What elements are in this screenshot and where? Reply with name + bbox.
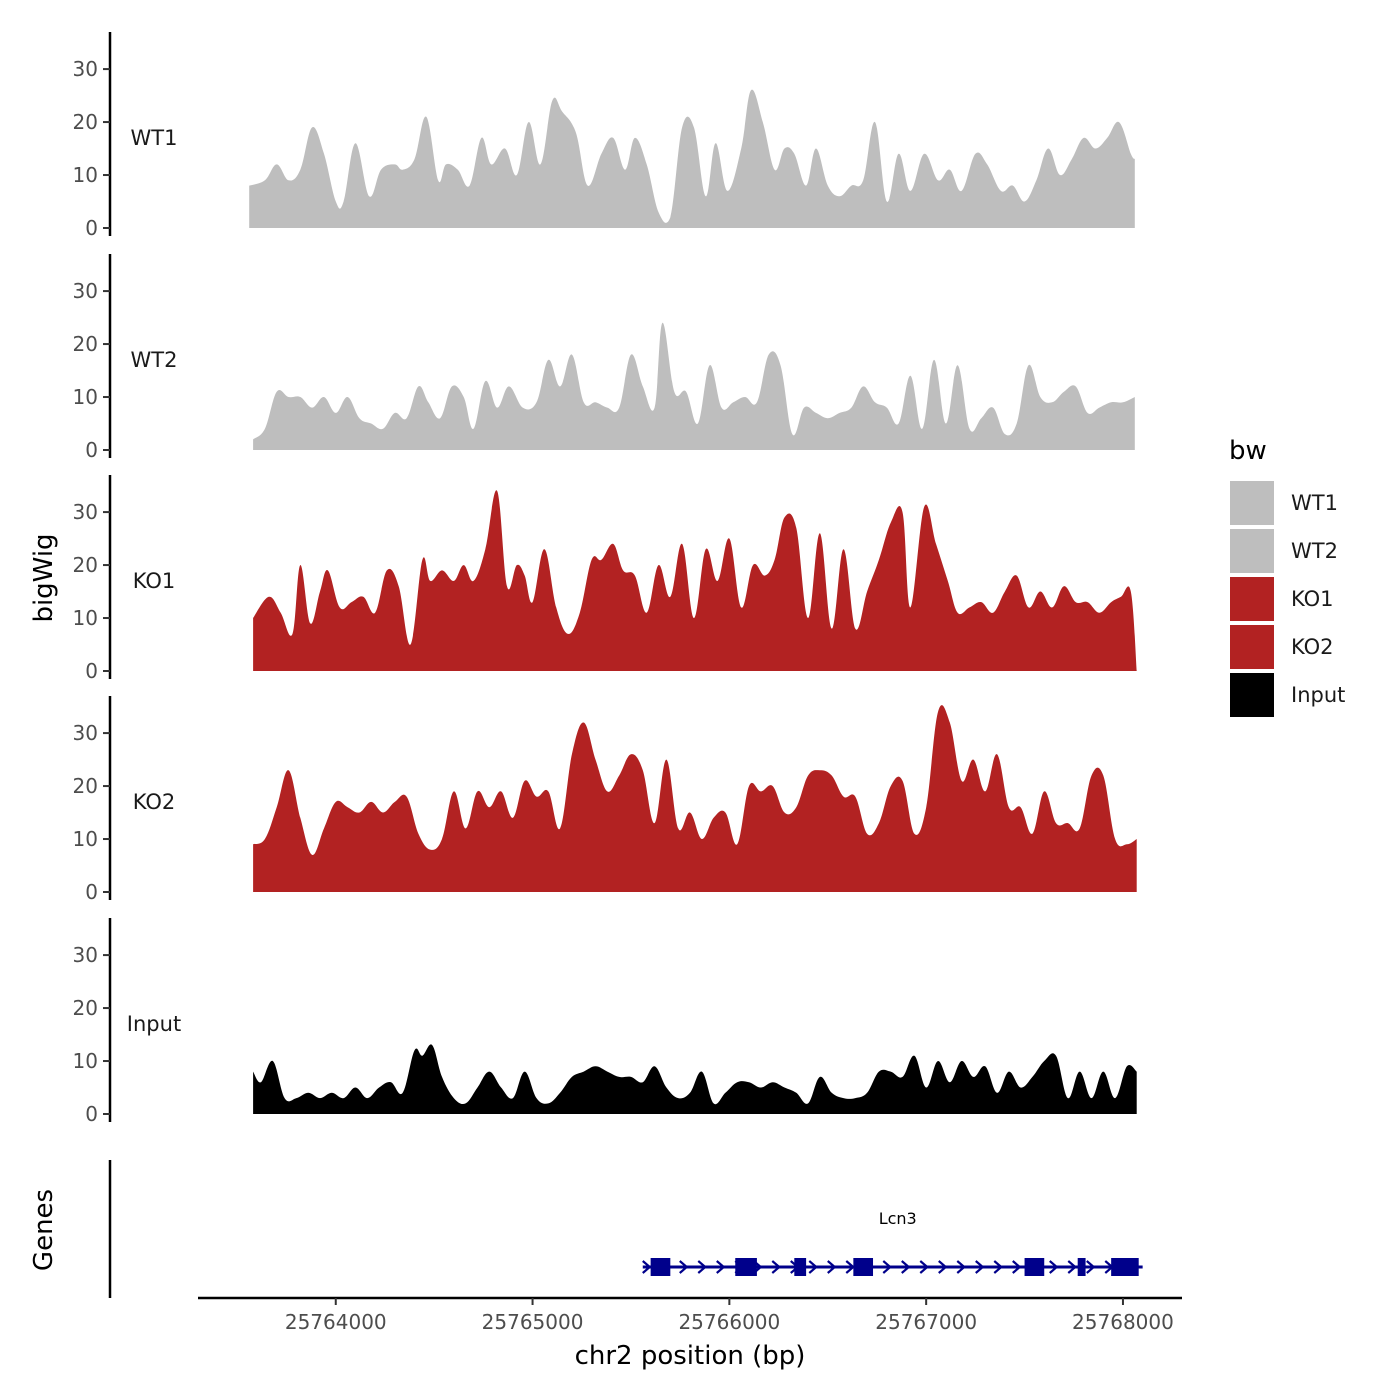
strand-arrow — [642, 1260, 652, 1274]
y-tick-label: 30 — [73, 279, 98, 303]
strand-arrow — [716, 1260, 726, 1274]
x-tick-label: 25768000 — [1072, 1310, 1174, 1334]
y-tick-label: 20 — [73, 553, 98, 577]
track-input: 0 10 20 30 Input — [73, 918, 1137, 1126]
coverage-area-input — [253, 1044, 1137, 1114]
x-tick-label: 25765000 — [482, 1310, 584, 1334]
legend-label: KO1 — [1291, 587, 1334, 611]
track-label: WT1 — [131, 126, 178, 150]
y-tick-label: 10 — [73, 827, 98, 851]
legend-swatch — [1228, 527, 1276, 575]
gene-exon — [1024, 1258, 1045, 1276]
x-tick-label: 25764000 — [285, 1310, 387, 1334]
coverage-area-wt1 — [249, 89, 1135, 228]
strand-arrow — [827, 1260, 837, 1274]
legend-swatch — [1228, 623, 1276, 671]
strand-arrow — [993, 1260, 1003, 1274]
y-tick-label: 10 — [73, 606, 98, 630]
gene-track: Lcn3 — [108, 1160, 1143, 1298]
x-tick-label: 25767000 — [875, 1310, 977, 1334]
y-tick-label: 0 — [85, 1102, 98, 1126]
y-tick-label: 0 — [85, 880, 98, 904]
track-label: Input — [127, 1012, 181, 1036]
gene-exon — [735, 1258, 757, 1276]
coverage-area-ko2 — [253, 705, 1137, 892]
coverage-area-ko1 — [253, 490, 1137, 671]
gene-exon — [794, 1258, 807, 1276]
y-tick-label: 30 — [73, 500, 98, 524]
track-label: KO2 — [133, 790, 176, 814]
strand-arrow — [1049, 1260, 1059, 1274]
strand-arrow — [845, 1260, 855, 1274]
strand-arrow — [938, 1260, 948, 1274]
strand-arrow — [975, 1260, 985, 1274]
gene-name-label: Lcn3 — [879, 1209, 917, 1228]
strand-arrow — [697, 1260, 707, 1274]
legend-swatch — [1228, 479, 1276, 527]
x-axis: 25764000 25765000 25766000 25767000 25768000 — [198, 1296, 1182, 1334]
strand-arrow — [808, 1260, 818, 1274]
y-tick-label: 30 — [73, 943, 98, 967]
y-tick-label: 20 — [73, 332, 98, 356]
track-label: KO1 — [133, 569, 176, 593]
strand-arrow — [771, 1260, 781, 1274]
genes-track-title: Genes — [29, 1189, 59, 1271]
strand-arrow — [1067, 1260, 1077, 1274]
strand-arrow — [1012, 1260, 1022, 1274]
y-axis-title: bigWig — [29, 533, 59, 622]
strand-arrow — [901, 1260, 911, 1274]
legend-label: WT2 — [1291, 539, 1338, 563]
strand-arrow — [919, 1260, 929, 1274]
y-tick-label: 10 — [73, 1049, 98, 1073]
track-label: WT2 — [131, 348, 178, 372]
y-tick-label: 20 — [73, 996, 98, 1020]
track-wt1: 0 10 20 30 WT1 — [73, 32, 1135, 240]
signal-tracks: 0 10 20 30 WT1 0 10 20 30 WT2 0 10 20 30 KO1 0 10 20 30 KO2… — [73, 32, 1137, 1126]
track-ko1: 0 10 20 30 KO1 — [73, 475, 1137, 683]
strand-arrow — [956, 1260, 966, 1274]
y-tick-label: 0 — [85, 659, 98, 683]
legend-label: Input — [1291, 683, 1345, 707]
legend-title: bw — [1229, 436, 1267, 466]
y-tick-label: 20 — [73, 774, 98, 798]
strand-arrow — [679, 1260, 689, 1274]
y-tick-label: 30 — [73, 721, 98, 745]
y-tick-label: 10 — [73, 163, 98, 187]
coverage-area-wt2 — [253, 322, 1135, 450]
gene-exon — [1077, 1258, 1086, 1276]
legend-label: KO2 — [1291, 635, 1334, 659]
track-ko2: 0 10 20 30 KO2 — [73, 696, 1137, 904]
legend-label: WT1 — [1291, 491, 1338, 515]
gene-exon — [650, 1258, 671, 1276]
y-tick-label: 30 — [73, 57, 98, 81]
strand-arrow — [882, 1260, 892, 1274]
y-tick-label: 10 — [73, 385, 98, 409]
y-tick-label: 0 — [85, 438, 98, 462]
gene-exon — [853, 1258, 874, 1276]
legend-swatch — [1228, 575, 1276, 623]
legend-swatch — [1228, 671, 1276, 719]
track-wt2: 0 10 20 30 WT2 — [73, 254, 1135, 462]
x-tick-label: 25766000 — [678, 1310, 780, 1334]
legend: bw WT1 WT2 KO1 KO2 Input — [1228, 436, 1345, 719]
x-axis-title: chr2 position (bp) — [575, 1341, 806, 1371]
y-tick-label: 20 — [73, 110, 98, 134]
y-tick-label: 0 — [85, 216, 98, 240]
strand-arrow — [1086, 1260, 1096, 1274]
gene-exon — [1111, 1258, 1139, 1276]
